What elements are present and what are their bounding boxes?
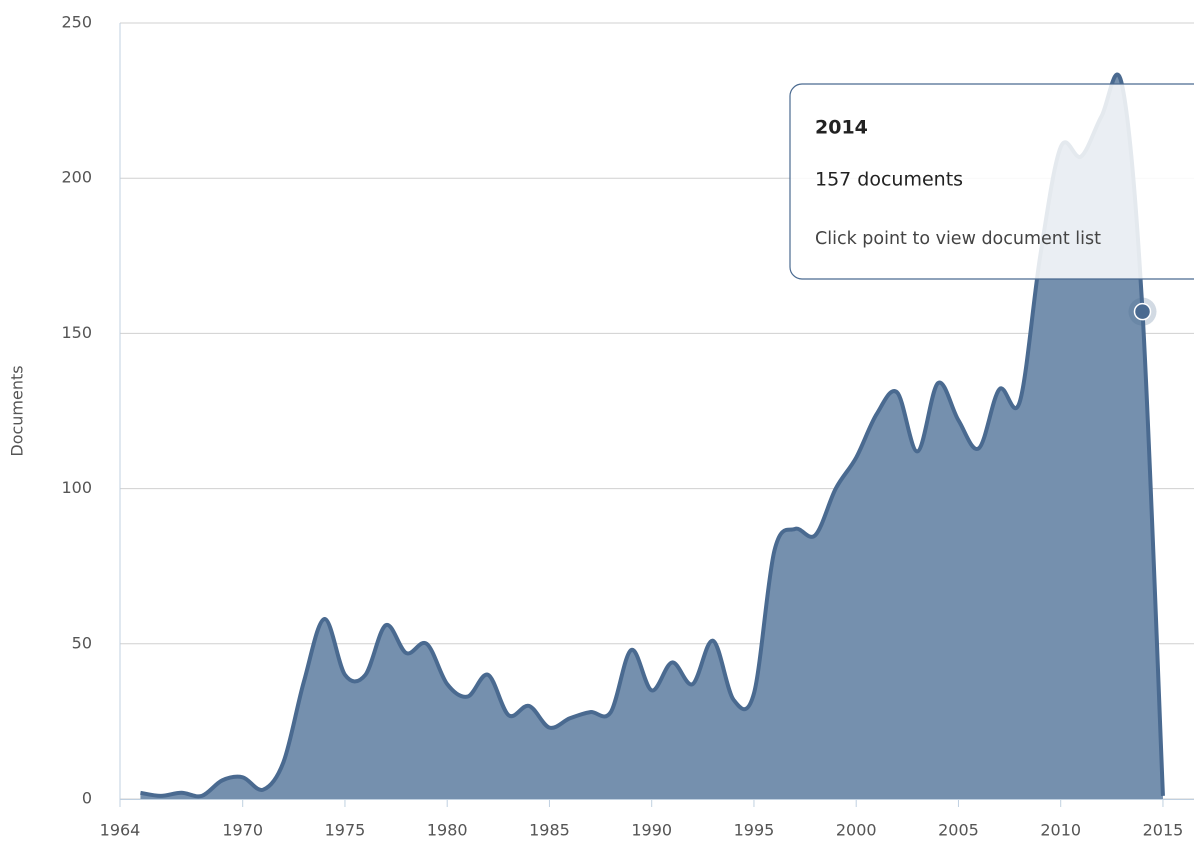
- x-tick-label: 2010: [1040, 821, 1081, 840]
- x-tick-label: 1995: [734, 821, 775, 840]
- x-tick-label: 2015: [1143, 821, 1184, 840]
- x-tick-label: 1985: [529, 821, 570, 840]
- x-tick-label: 2005: [938, 821, 979, 840]
- y-tick-label: 50: [72, 633, 92, 652]
- x-tick-label: 1970: [222, 821, 263, 840]
- y-tick-label: 150: [61, 323, 92, 342]
- y-axis-title: Documents: [8, 365, 27, 456]
- y-tick-label: 250: [61, 13, 92, 32]
- tooltip-title: 2014: [815, 117, 868, 139]
- y-tick-label: 200: [61, 168, 92, 187]
- tooltip-box: [789, 83, 1194, 280]
- area-line: [140, 72, 1165, 799]
- tooltip: 2014 157 documents Click point to view doc…: [789, 83, 1194, 280]
- x-tick-label: 1964: [100, 821, 141, 840]
- highlight-point: [1133, 302, 1152, 321]
- y-tick-label: 100: [61, 478, 92, 497]
- area-fill: [140, 74, 1163, 799]
- x-tick-label: 2000: [836, 821, 877, 840]
- x-tick-label: 1980: [427, 821, 468, 840]
- y-tick-label: 0: [82, 789, 92, 808]
- tooltip-hint: Click point to view document list: [815, 229, 1101, 249]
- x-tick-label: 1975: [325, 821, 366, 840]
- tooltip-value: 157 documents: [815, 169, 963, 191]
- x-tick-label: 1990: [631, 821, 672, 840]
